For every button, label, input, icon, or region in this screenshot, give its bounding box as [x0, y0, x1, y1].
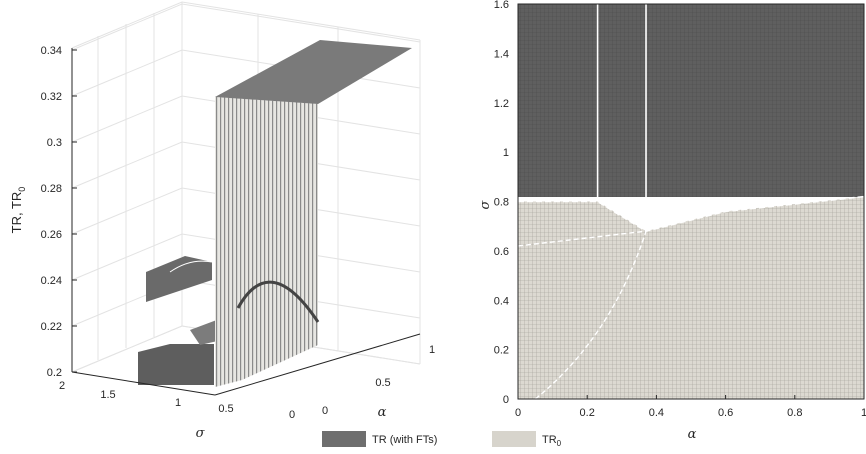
z-axis-label-text: TR, TR	[9, 192, 24, 234]
legend-label-tr: TR (with FTs)	[372, 434, 437, 446]
legend: TR (with FTs) TR0	[322, 431, 562, 448]
axes-3d	[71, 48, 421, 396]
sigma-tick-label-3d: 0.5	[218, 403, 233, 415]
y-tick-label: 1.4	[494, 48, 509, 60]
z-tick-label: 0.22	[41, 321, 62, 333]
z-axis-label-sub: 0	[17, 187, 27, 192]
x-tick-labels: 0 0.2 0.4 0.6 0.8 1	[515, 407, 866, 419]
legend-swatch-tr	[322, 431, 366, 447]
surface-plot: 0.20.220.240.260.280.30.320.34 21.51 0.5 0…	[9, 1, 435, 441]
alpha-tick-label-3d: 0.5	[375, 377, 390, 389]
y-tick-label: 0	[503, 394, 509, 406]
sigma-tick-label-3d: 1.5	[100, 389, 115, 401]
plot-frame	[517, 3, 865, 400]
region-map: 0 0.2 0.4 0.6 0.8 1 0 0.2 0.4 0.6 0.8 1 1.2 1.4 1.6 α…	[478, 0, 866, 442]
region-lower	[518, 196, 864, 399]
sigma-tick-labels-3d: 2 1.5 1 0.5 0	[59, 380, 295, 421]
region-upper	[518, 4, 864, 197]
z-tick-label: 0.32	[41, 91, 62, 103]
y-tick-label: 1.2	[494, 98, 509, 110]
y-tick-label: 1.6	[494, 0, 509, 11]
y-tick-label: 0.8	[494, 197, 509, 209]
x-tick-marks	[517, 395, 865, 399]
z-tick-label: 0.3	[47, 137, 62, 149]
z-tick-marks	[72, 49, 77, 373]
alpha-tick-labels-3d: 00.51	[322, 344, 435, 417]
z-tick-label: 0.24	[41, 275, 62, 287]
sigma-axis-label-3d: σ	[196, 426, 206, 441]
alpha-axis-label-3d: α	[378, 405, 387, 420]
z-tick-labels: 0.2 0.22 0.24 0.26 0.28 0.3 0.32 0.34	[41, 45, 62, 379]
sigma-tick-label-3d: 2	[59, 380, 65, 392]
y-tick-label: 1	[503, 147, 509, 159]
alpha-curve	[517, 230, 647, 400]
surface-tr0	[169, 97, 320, 387]
alpha-tick-label-3d: 1	[429, 344, 435, 356]
x-tick-label: 0.6	[718, 407, 733, 419]
z-tick-label: 0.28	[41, 183, 62, 195]
sigma-tick-label-3d: 1	[175, 397, 181, 409]
legend-label-tr0-sub: 0	[557, 439, 562, 448]
alpha-tick-label-3d: 0	[322, 405, 328, 417]
x-tick-label: 0.2	[580, 407, 595, 419]
x-tick-label: 0.4	[649, 407, 664, 419]
y-tick-label: 0.4	[494, 295, 509, 307]
x-tick-label: 0.8	[787, 407, 802, 419]
legend-label-tr0-main: TR	[542, 434, 557, 446]
x-tick-label: 1	[861, 407, 866, 419]
z-tick-label: 0.34	[41, 45, 62, 57]
legend-label-tr0: TR0	[542, 434, 562, 448]
z-tick-label: 0.26	[41, 229, 62, 241]
y-tick-label: 0.2	[494, 345, 509, 357]
vertical-lines	[596, 4, 647, 232]
z-tick-label: 0.2	[47, 367, 62, 379]
z-axis-label: TR, TR0	[9, 187, 27, 234]
y-axis-label: σ	[478, 199, 493, 209]
y-tick-label: 0.6	[494, 246, 509, 258]
legend-swatch-tr0	[492, 431, 536, 447]
y-tick-labels: 0 0.2 0.4 0.6 0.8 1 1.2 1.4 1.6	[494, 0, 509, 406]
x-tick-label: 0	[515, 407, 521, 419]
sigma-tick-label-3d: 0	[289, 409, 295, 421]
x-axis-label: α	[688, 427, 697, 442]
